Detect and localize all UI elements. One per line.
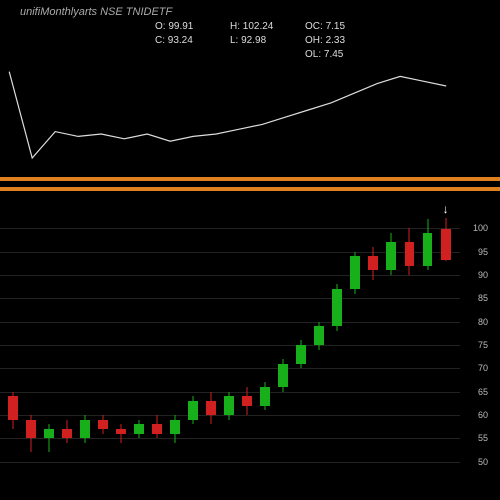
oh-val: 2.33	[326, 35, 345, 46]
candle-body	[206, 401, 216, 415]
ohlc-row-1: O: 99.91 H: 102.24 OC: 7.15	[155, 20, 365, 34]
candle-chart: 50556065707580859095100↓	[0, 205, 460, 485]
candle	[296, 205, 306, 485]
candle	[314, 205, 324, 485]
candle	[116, 205, 126, 485]
candle	[405, 205, 415, 485]
candle-body	[314, 326, 324, 345]
ohlc-low: L: 92.98	[230, 34, 305, 48]
candle-body	[152, 424, 162, 433]
ohlc-close: C: 93.24	[155, 34, 230, 48]
candle-body	[98, 420, 108, 429]
candle	[152, 205, 162, 485]
ohlc-oc: OC: 7.15	[305, 20, 365, 34]
candle-body	[368, 256, 378, 270]
candle	[134, 205, 144, 485]
candle	[332, 205, 342, 485]
title-left: unifi	[20, 6, 40, 18]
title-mid: Monthly	[40, 6, 79, 18]
candle-body	[278, 364, 288, 387]
candle-body	[350, 256, 360, 289]
candle	[423, 205, 433, 485]
marker-arrow-icon: ↓	[443, 202, 449, 216]
candle-body	[116, 429, 126, 434]
oc-val: 7.15	[326, 21, 345, 32]
separator-bottom	[0, 187, 500, 191]
candle-body	[441, 229, 451, 260]
ohlc-row-2: C: 93.24 L: 92.98 OH: 2.33	[155, 34, 365, 48]
y-axis-label: 85	[478, 293, 488, 303]
y-axis-label: 100	[473, 223, 488, 233]
candle-body	[405, 242, 415, 265]
candle	[62, 205, 72, 485]
candle-body	[260, 387, 270, 406]
candle-body	[26, 420, 36, 439]
h-val: 102.24	[243, 21, 274, 32]
c-val: 93.24	[168, 35, 193, 46]
y-axis-label: 80	[478, 317, 488, 327]
candle	[350, 205, 360, 485]
candle-wick	[120, 424, 121, 443]
y-axis-label: 65	[478, 387, 488, 397]
candle	[242, 205, 252, 485]
o-label: O:	[155, 21, 166, 32]
candle	[44, 205, 54, 485]
line-chart	[0, 50, 460, 170]
oc-label: OC:	[305, 21, 323, 32]
candle-body	[80, 420, 90, 439]
l-val: 92.98	[241, 35, 266, 46]
candle	[260, 205, 270, 485]
line-chart-svg	[0, 50, 460, 170]
candle	[368, 205, 378, 485]
candle-body	[332, 289, 342, 326]
candle-body	[44, 429, 54, 438]
candle-body	[134, 424, 144, 433]
candle	[80, 205, 90, 485]
ohlc-open: O: 99.91	[155, 20, 230, 34]
o-val: 99.91	[168, 21, 193, 32]
candle	[386, 205, 396, 485]
oh-label: OH:	[305, 35, 323, 46]
y-axis-label: 60	[478, 410, 488, 420]
candle	[278, 205, 288, 485]
title-right: arts NSE TNIDETF	[79, 6, 173, 18]
y-axis-label: 95	[478, 247, 488, 257]
ohlc-oh: OH: 2.33	[305, 34, 365, 48]
candle	[8, 205, 18, 485]
l-label: L:	[230, 35, 238, 46]
candle	[170, 205, 180, 485]
candle-body	[242, 396, 252, 405]
candle-body	[188, 401, 198, 420]
candle-body	[224, 396, 234, 415]
h-label: H:	[230, 21, 240, 32]
candle	[441, 205, 451, 485]
candle	[188, 205, 198, 485]
candle-body	[386, 242, 396, 270]
line-path	[9, 72, 446, 158]
candle-body	[423, 233, 433, 266]
c-label: C:	[155, 35, 165, 46]
y-axis-label: 75	[478, 340, 488, 350]
y-axis-label: 50	[478, 457, 488, 467]
candle	[26, 205, 36, 485]
y-axis-label: 90	[478, 270, 488, 280]
candle-body	[170, 420, 180, 434]
candle	[98, 205, 108, 485]
candle	[206, 205, 216, 485]
candle-body	[296, 345, 306, 364]
ohlc-high: H: 102.24	[230, 20, 305, 34]
candle-body	[62, 429, 72, 438]
candle-body	[8, 396, 18, 419]
candle	[224, 205, 234, 485]
y-axis-label: 70	[478, 363, 488, 373]
header-title: unifiMonthlyarts NSE TNIDETF	[20, 6, 172, 18]
y-axis-label: 55	[478, 433, 488, 443]
